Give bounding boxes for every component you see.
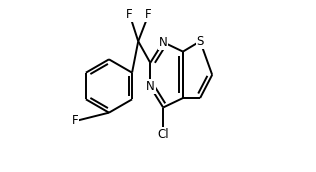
Text: S: S — [197, 35, 204, 48]
Text: N: N — [146, 80, 155, 93]
Text: N: N — [159, 36, 167, 49]
Text: F: F — [126, 8, 133, 21]
Text: Cl: Cl — [157, 128, 169, 141]
Text: F: F — [71, 114, 78, 127]
Text: F: F — [145, 8, 152, 21]
